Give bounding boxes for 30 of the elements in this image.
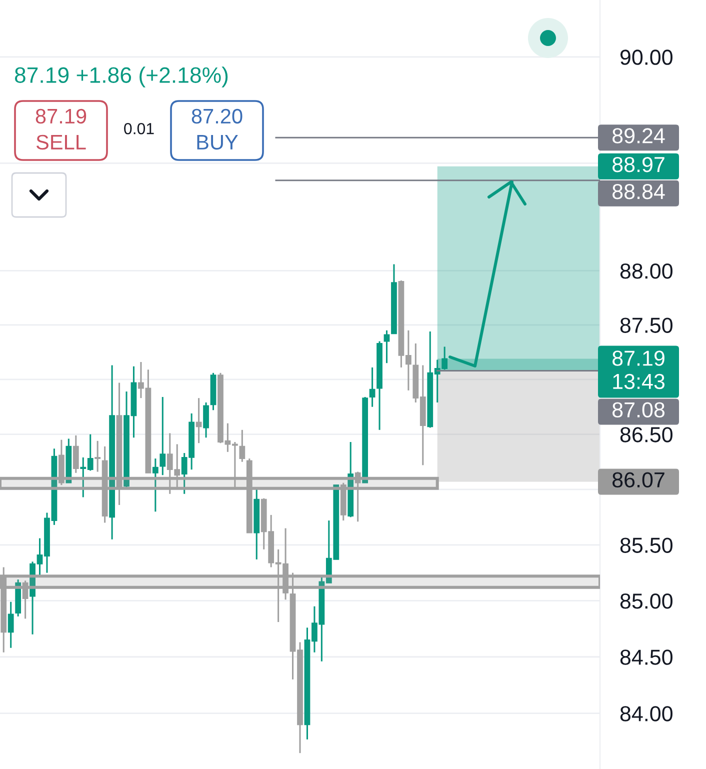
annotation: BUY: [197, 135, 238, 150]
candlestick: [152, 458, 158, 512]
band-label: 87.19 13:43: [612, 350, 664, 390]
annotation: 87.19: [36, 108, 86, 124]
y-tick-label: 90.00: [620, 50, 672, 65]
annotation: 0.01: [124, 122, 154, 134]
annotation: SELL: [36, 134, 86, 150]
ref-line-label: 88.84: [612, 184, 665, 200]
text: 87.19 +1.86 (+2.18%): [14, 66, 228, 88]
candlestick: [196, 397, 202, 444]
candlestick: [8, 601, 14, 649]
candlestick: [72, 434, 79, 474]
y-tick-label: 88.00: [620, 264, 672, 279]
candlestick: [239, 429, 246, 463]
y-tick-label: 86.50: [620, 427, 672, 442]
candlestick: [384, 330, 390, 364]
ref-line-label: 89.24: [612, 128, 665, 144]
candlestick: [160, 396, 166, 476]
candlestick: [94, 440, 101, 473]
y-tick-label: 84.00: [620, 706, 672, 722]
candlestick: [203, 402, 209, 438]
y-tick-label: 84.50: [620, 650, 672, 665]
ref-line-label: 87.08: [612, 402, 664, 418]
y-tick-label: 85.50: [620, 538, 672, 553]
band-label: 86.07: [612, 472, 664, 488]
y-tick-label: 85.00: [620, 594, 672, 609]
band-label: 88.97: [612, 156, 664, 172]
annotation: 87.20: [192, 108, 242, 124]
y-tick-label: 87.50: [620, 318, 672, 333]
candlestick: [369, 366, 376, 408]
